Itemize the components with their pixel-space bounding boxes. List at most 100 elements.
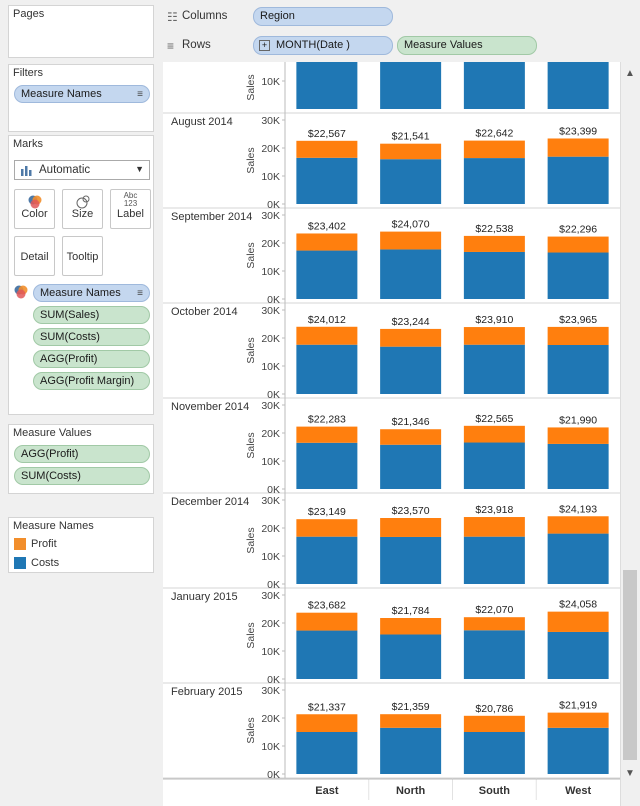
y-tick-label: 20K (261, 523, 280, 535)
bar-profit (547, 236, 609, 253)
columns-region-pill[interactable]: Region (253, 7, 393, 26)
y-axis-title: Sales (245, 717, 257, 743)
bar-profit (547, 516, 609, 534)
data-label: $23,570 (392, 505, 430, 517)
bar-profit (547, 427, 609, 444)
bar-costs (547, 533, 609, 584)
bar-costs (463, 158, 525, 204)
y-tick-label: 20K (261, 333, 280, 345)
data-label: $23,149 (308, 506, 346, 518)
y-tick-label: 0K (267, 579, 280, 591)
data-label: $24,193 (559, 503, 597, 515)
y-tick-label: 0K (267, 484, 280, 496)
marks-field-pill[interactable]: SUM(Costs) (33, 328, 150, 346)
x-category-label: West (565, 785, 591, 797)
bar-profit (547, 712, 609, 728)
data-label: $21,919 (559, 700, 597, 712)
month-header: November 2014 (171, 401, 249, 413)
detail-label: Detail (20, 251, 49, 263)
x-category-label: South (479, 785, 510, 797)
data-label: $22,296 (559, 224, 597, 236)
tooltip-button[interactable]: Tooltip (62, 236, 103, 276)
legend-swatch-costs[interactable] (14, 557, 26, 569)
marks-field-label: SUM(Costs) (40, 331, 100, 343)
bar-profit (463, 425, 525, 443)
data-label: $23,244 (392, 316, 430, 328)
bar-profit (380, 714, 442, 728)
color-button[interactable]: Color (14, 189, 55, 229)
rows-icon: ≡ (167, 39, 175, 53)
rows-measure-values-pill[interactable]: Measure Values (397, 36, 537, 55)
scroll-down-arrow-icon[interactable]: ▼ (625, 768, 635, 779)
scroll-thumb[interactable] (623, 570, 637, 760)
label-button[interactable]: Abc 123 Label (110, 189, 151, 229)
filter-icon: ≡ (137, 288, 143, 299)
detail-button[interactable]: Detail (14, 236, 55, 276)
marks-color-pill[interactable]: Measure Names ≡ (33, 284, 150, 302)
bar-profit (380, 328, 442, 347)
y-tick-label: 0K (267, 389, 280, 401)
size-button[interactable]: Size (62, 189, 103, 229)
y-tick-label: 10K (261, 76, 280, 88)
marks-card: Marks Automatic ▼ Color Size Abc 123 Lab… (8, 135, 154, 415)
measure-value-pill[interactable]: SUM(Costs) (14, 467, 150, 485)
measure-value-pill[interactable]: AGG(Profit) (14, 445, 150, 463)
rows-label: Rows (182, 39, 211, 51)
bar-costs (463, 630, 525, 679)
bar-costs (547, 252, 609, 299)
data-label: $24,070 (392, 219, 430, 231)
filter-pill-label: Measure Names (21, 88, 102, 100)
bar-costs (380, 62, 442, 109)
marks-field-pill[interactable]: SUM(Sales) (33, 306, 150, 324)
vertical-scrollbar[interactable]: ▲ ▼ (620, 62, 640, 806)
bar-profit (296, 714, 358, 732)
measure-values-title: Measure Values (13, 427, 92, 439)
mark-type-select[interactable]: Automatic ▼ (14, 160, 150, 180)
chart-area[interactable]: July 201410KSalesAugust 20140K10K20K30KS… (163, 62, 620, 806)
rows-shelf: ≡ Rows + MONTH(Date ) Measure Values (161, 34, 640, 58)
month-header: August 2014 (171, 116, 233, 128)
y-axis-title: Sales (245, 147, 257, 173)
bar-costs (547, 156, 609, 204)
scroll-up-arrow-icon[interactable]: ▲ (625, 68, 635, 79)
bar-profit (380, 618, 442, 635)
y-tick-label: 30K (261, 210, 280, 222)
columns-shelf: ☷ Columns Region (161, 5, 640, 29)
columns-icon: ☷ (167, 10, 178, 24)
bar-costs (380, 634, 442, 679)
measure-value-label: AGG(Profit) (21, 448, 79, 460)
size-icon (76, 195, 90, 209)
marks-field-pill[interactable]: AGG(Profit) (33, 350, 150, 368)
expand-plus-icon[interactable]: + (259, 40, 270, 51)
chevron-down-icon: ▼ (135, 164, 144, 174)
bar-profit (380, 231, 442, 250)
bar-costs (463, 251, 525, 299)
bar-profit (463, 327, 525, 345)
bar-costs (296, 62, 358, 109)
bar-profit (296, 426, 358, 443)
bar-costs (380, 159, 442, 204)
y-tick-label: 30K (261, 590, 280, 602)
y-tick-label: 10K (261, 646, 280, 658)
color-label: Color (21, 208, 48, 220)
legend-swatch-profit[interactable] (14, 538, 26, 550)
bar-costs (296, 442, 358, 489)
columns-label: Columns (182, 10, 228, 22)
color-icon (28, 195, 42, 209)
label-glyph-top: Abc (123, 191, 138, 200)
data-label: $23,402 (308, 220, 346, 232)
filter-measure-names-pill[interactable]: Measure Names ≡ (14, 85, 150, 103)
label-glyph-bottom: 123 (123, 199, 138, 208)
marks-field-pill[interactable]: AGG(Profit Margin) (33, 372, 150, 390)
y-tick-label: 10K (261, 171, 280, 183)
y-axis-title: Sales (245, 337, 257, 363)
bar-costs (463, 442, 525, 489)
data-label: $21,541 (392, 131, 430, 143)
rows-month-pill[interactable]: + MONTH(Date ) (253, 36, 393, 55)
bar-costs (296, 536, 358, 584)
y-tick-label: 0K (267, 674, 280, 686)
y-axis-title: Sales (245, 242, 257, 268)
data-label: $22,538 (475, 223, 513, 235)
y-tick-label: 0K (267, 199, 280, 211)
chart-svg: July 201410KSalesAugust 20140K10K20K30KS… (163, 62, 620, 800)
